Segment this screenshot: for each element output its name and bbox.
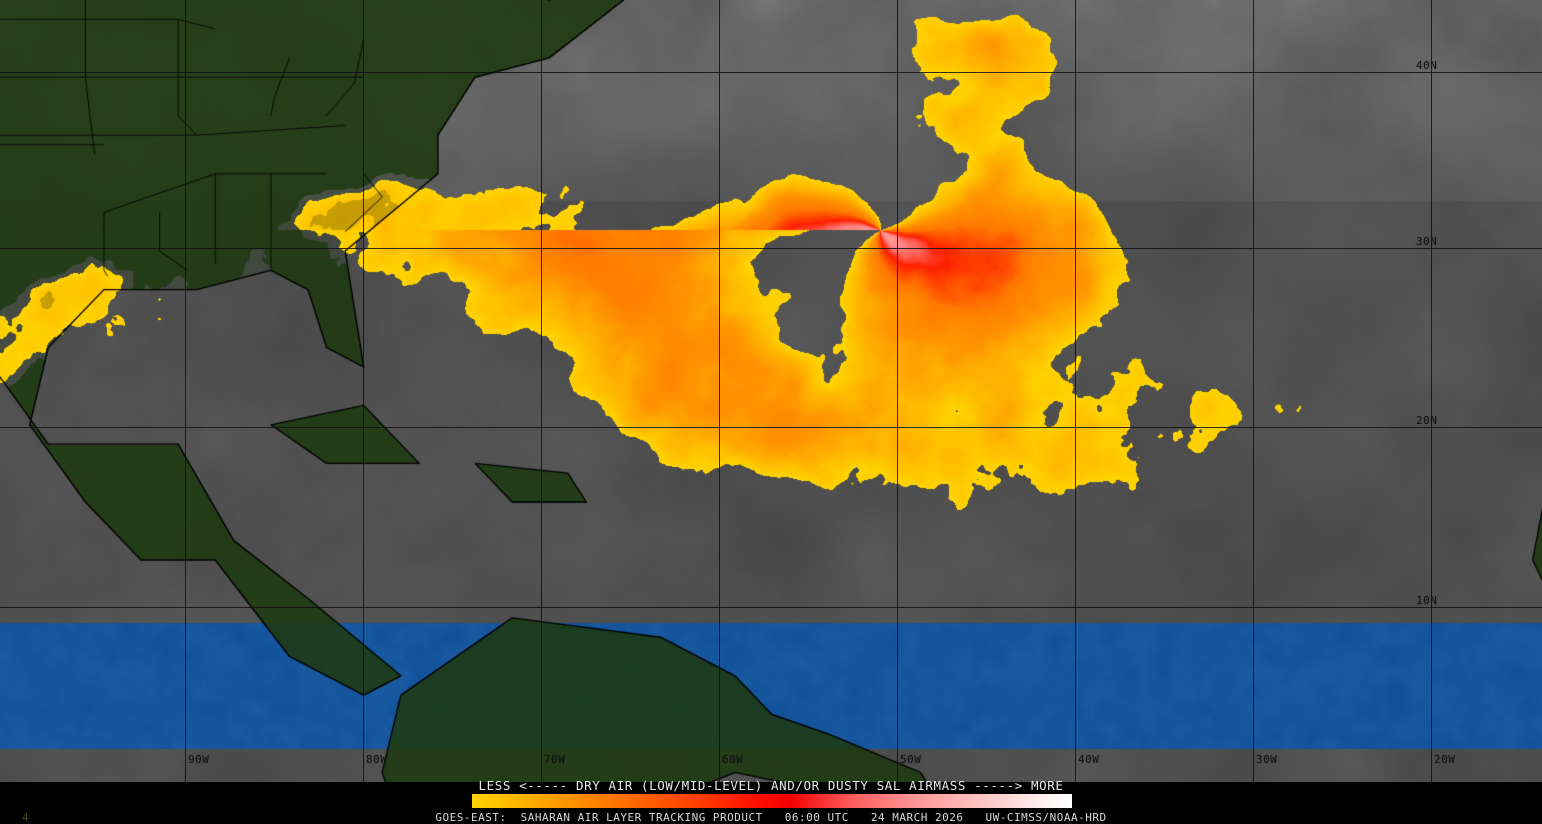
product-name: SAHARAN AIR LAYER TRACKING PRODUCT [520,811,763,824]
product-footer: LESS <----- DRY AIR (LOW/MID-LEVEL) AND/… [0,778,1542,824]
product-date: 24 MARCH 2026 [870,811,964,824]
satellite-image: 90W 80W 70W 60W 50W 40W 30W 20W 40N 30N 20N 10N [0,0,1542,782]
sal-colorbar [472,794,1072,808]
product-credit: UW-CIMSS/NOAA-HRD [985,811,1107,824]
satellite-name: GOES-EAST [435,811,500,824]
legend-caption: LESS <----- DRY AIR (LOW/MID-LEVEL) AND/… [478,778,1064,793]
product-time: 06:00 UTC [784,811,849,824]
satellite-image-canvas [0,0,1542,782]
footer-separator: : [499,811,507,824]
corner-mark: 4 [22,811,29,824]
product-info-line: GOES-EAST: SAHARAN AIR LAYER TRACKING PRO… [0,811,1542,824]
